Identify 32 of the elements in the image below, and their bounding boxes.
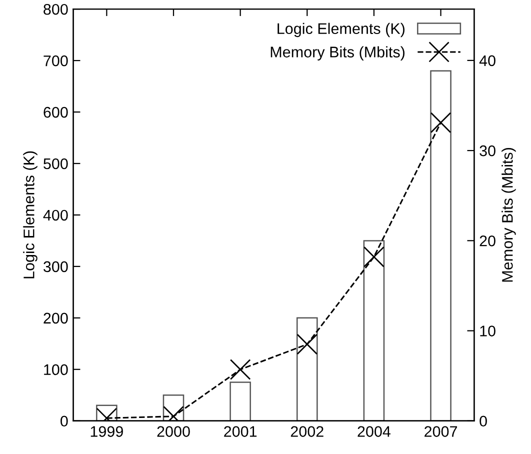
point <box>296 334 318 355</box>
x-tick-label: 2000 <box>157 426 190 437</box>
legend-label: Memory Bits (Mbits) <box>270 46 404 60</box>
y2-tick-label: 20 <box>480 236 496 246</box>
x-tick-label: 1999 <box>90 426 123 437</box>
y-tick-label: 300 <box>44 261 68 272</box>
x-tick-label: 2007 <box>424 426 457 437</box>
legend-label: Logic Elements (K) <box>278 22 404 38</box>
y2-tick-label: 0 <box>480 416 487 427</box>
y-tick-label: 400 <box>43 210 68 221</box>
point <box>430 112 452 134</box>
y-tick-label: 600 <box>44 106 68 118</box>
y2-tick-label: 40 <box>479 55 496 66</box>
y2-axis-title: Memory Bits (Mbits) <box>502 148 516 282</box>
y-tick-label: 800 <box>44 4 68 15</box>
y2-tick-label: 30 <box>480 145 496 156</box>
point <box>364 246 384 268</box>
x-tick-label: 2004 <box>358 426 391 437</box>
y2-tick-label: 10 <box>480 326 496 336</box>
y-tick-label: 200 <box>44 312 68 324</box>
y-axis-title: Logic Elements (K) <box>23 151 38 278</box>
bar <box>430 70 452 421</box>
y-tick-label: 500 <box>44 158 68 170</box>
y-tick-label: 700 <box>44 55 68 66</box>
y-tick-label: 100 <box>44 364 68 376</box>
bar <box>363 240 385 421</box>
bar <box>230 382 251 421</box>
x-tick-label: 2002 <box>290 426 324 437</box>
x-tick-label: 2001 <box>224 426 257 437</box>
y-tick-label: 0 <box>60 416 68 427</box>
point <box>230 359 251 380</box>
bar <box>296 317 318 421</box>
